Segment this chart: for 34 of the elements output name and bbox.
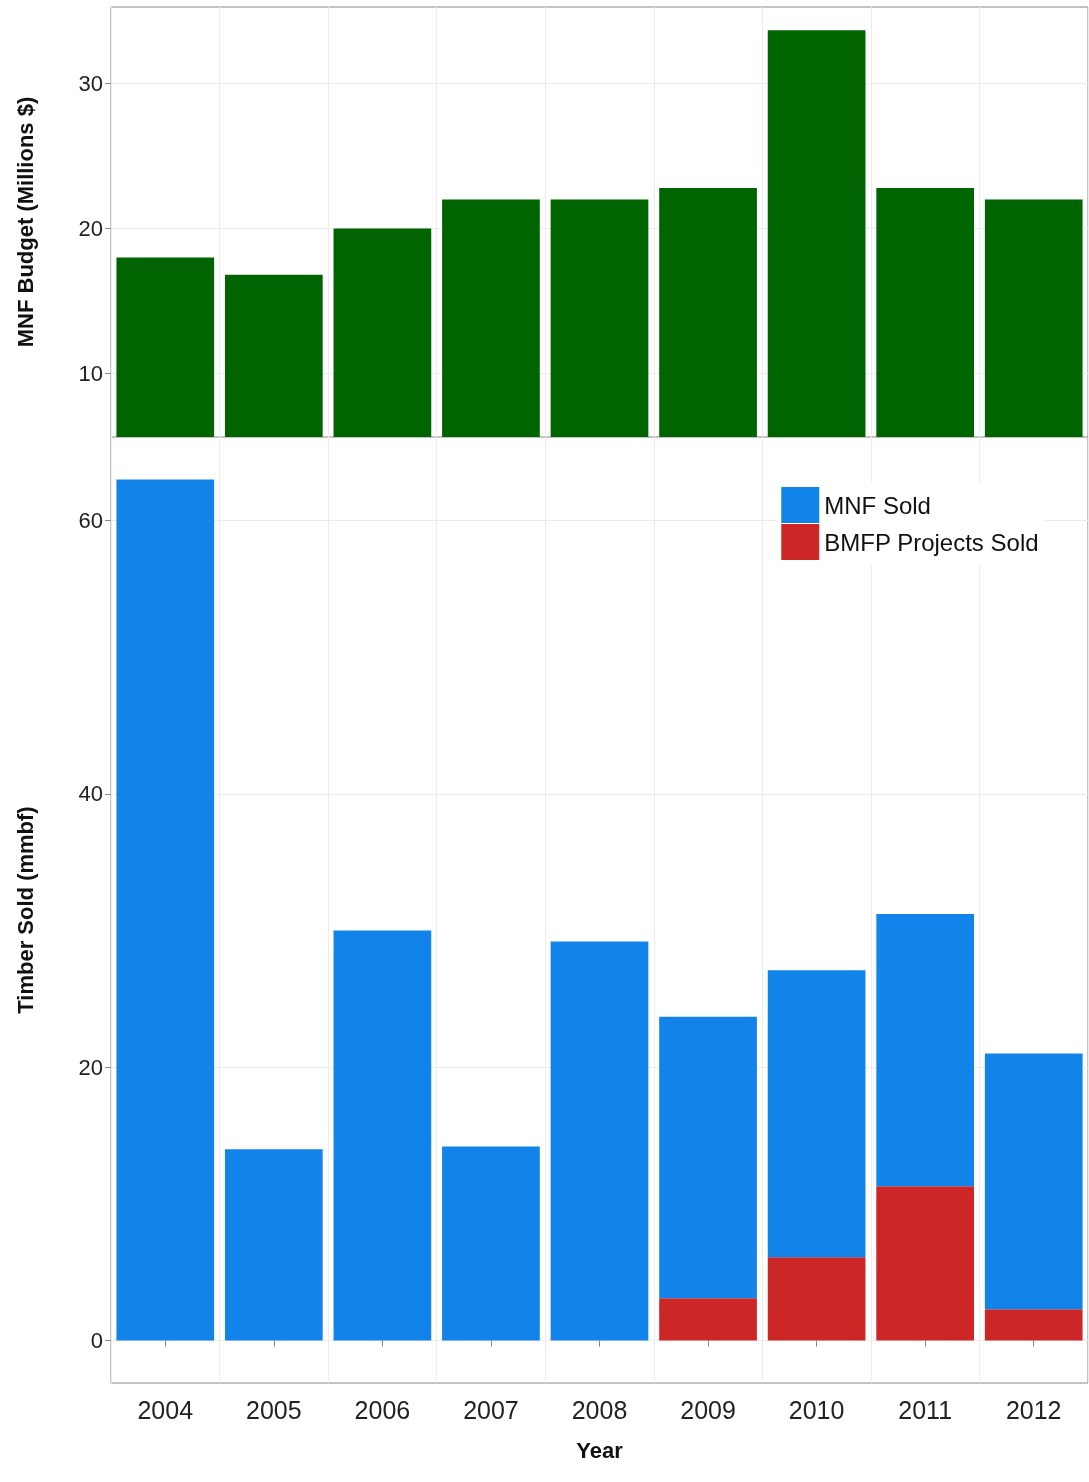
x-tick-label: 2009 (680, 1395, 736, 1424)
bar (442, 1146, 540, 1341)
x-tick-label: 2006 (354, 1395, 411, 1424)
bar (984, 1309, 1083, 1341)
bar (659, 1016, 757, 1299)
x-tick-label: 2005 (246, 1395, 302, 1424)
x-tick-label: 2011 (898, 1395, 953, 1424)
y-tick-label: 20 (78, 216, 103, 242)
bar (550, 941, 649, 1341)
bar (984, 1053, 1083, 1310)
bar (767, 970, 866, 1258)
legend-label: BMFP Projects Sold (824, 528, 1039, 556)
bar (659, 1298, 757, 1341)
y-axis-title: Timber Sold (mmbf) (12, 806, 38, 1014)
bar (116, 479, 215, 1341)
bar (767, 1257, 866, 1341)
bar (876, 914, 975, 1187)
y-tick-label: 60 (78, 507, 103, 533)
x-tick-label: 2004 (137, 1395, 194, 1424)
y-tick-label: 30 (78, 71, 103, 97)
legend-label: MNF Sold (824, 491, 931, 519)
y-tick-label: 10 (78, 360, 103, 386)
y-tick-label: 40 (78, 781, 103, 807)
y-tick-label: 20 (78, 1054, 103, 1080)
x-tick-label: 2008 (571, 1395, 628, 1424)
x-tick-label: 2010 (788, 1395, 845, 1424)
x-axis-title: Year (576, 1437, 624, 1463)
y-tick-label: 0 (90, 1328, 103, 1354)
y-axis-title: MNF Budget (Millions $) (12, 96, 38, 348)
bar (876, 1186, 975, 1341)
bar (224, 1149, 323, 1341)
bar (333, 930, 432, 1341)
x-tick-label: 2012 (1005, 1395, 1062, 1424)
x-tick-label: 2007 (463, 1395, 519, 1424)
